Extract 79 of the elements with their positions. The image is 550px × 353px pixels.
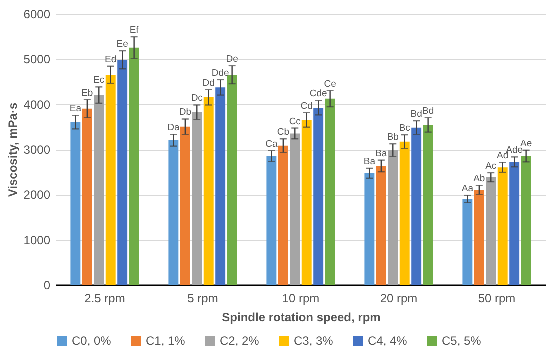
bar bbox=[498, 168, 508, 285]
bar bbox=[325, 98, 336, 285]
bar bbox=[423, 125, 434, 285]
data-label: Ef bbox=[130, 25, 140, 36]
y-tick-label: 0 bbox=[44, 278, 51, 292]
legend-label: C5, 5% bbox=[442, 334, 482, 348]
y-tick-label: 5000 bbox=[24, 52, 51, 67]
data-label: Aa bbox=[462, 184, 474, 195]
data-label: De bbox=[226, 54, 238, 65]
data-label: Cde bbox=[310, 88, 328, 100]
data-label: Dd bbox=[202, 78, 215, 89]
bar bbox=[168, 140, 179, 285]
data-label: Dc bbox=[191, 93, 204, 104]
data-label: Bb bbox=[387, 132, 399, 144]
data-label: Db bbox=[179, 107, 192, 118]
data-label: Ea bbox=[70, 104, 82, 115]
x-tick-label: 20 rpm bbox=[380, 292, 418, 306]
bar bbox=[474, 190, 484, 285]
y-tick-label: 6000 bbox=[24, 8, 51, 22]
bar bbox=[388, 150, 398, 285]
bar bbox=[376, 166, 386, 285]
bar bbox=[192, 112, 202, 285]
bar bbox=[204, 98, 214, 285]
data-label: Ca bbox=[266, 138, 278, 150]
data-label: Cc bbox=[289, 116, 302, 128]
legend-label: C2, 2% bbox=[220, 334, 260, 348]
data-label: Eb bbox=[82, 88, 94, 99]
data-label: Ae bbox=[520, 138, 532, 150]
data-label: Bc bbox=[399, 123, 411, 134]
data-label: Bd bbox=[410, 109, 422, 120]
bar bbox=[278, 146, 288, 285]
bar bbox=[290, 134, 300, 285]
legend-label: C1, 1% bbox=[146, 334, 186, 348]
legend-label: C3, 3% bbox=[294, 334, 334, 348]
bar bbox=[364, 173, 375, 285]
data-label: Ed bbox=[105, 54, 117, 66]
bar bbox=[129, 48, 140, 285]
y-tick-label: 3000 bbox=[24, 143, 51, 157]
legend-label: C4, 4% bbox=[368, 334, 408, 348]
bar bbox=[462, 199, 473, 285]
x-tick-label: 10 rpm bbox=[282, 292, 320, 306]
bar bbox=[314, 108, 324, 285]
bar bbox=[216, 88, 226, 285]
y-axis-title: Viscosity, mPa·s bbox=[6, 102, 20, 198]
x-tick-label: 2.5 rpm bbox=[84, 292, 126, 306]
y-tick-label: 4000 bbox=[24, 98, 51, 112]
x-tick-label: 50 rpm bbox=[478, 292, 516, 306]
data-label: Ad bbox=[497, 150, 509, 162]
data-label: Ee bbox=[116, 39, 128, 50]
bar bbox=[486, 178, 496, 285]
bar bbox=[118, 60, 128, 285]
data-label: Cd bbox=[300, 100, 313, 112]
bar bbox=[227, 74, 238, 285]
bar bbox=[266, 156, 277, 285]
bar bbox=[94, 95, 104, 285]
data-label: Ce bbox=[324, 78, 336, 90]
bar bbox=[180, 126, 190, 285]
bar bbox=[106, 74, 116, 285]
data-label: Dde bbox=[212, 68, 230, 79]
bar bbox=[412, 128, 422, 285]
x-tick-label: 5 rpm bbox=[188, 292, 218, 306]
data-label: Da bbox=[168, 122, 180, 134]
bar bbox=[302, 120, 312, 285]
bar bbox=[400, 142, 410, 285]
y-tick-label: 1000 bbox=[24, 233, 51, 248]
data-label: Ba bbox=[376, 148, 388, 160]
bar bbox=[82, 108, 92, 285]
data-label: Ba bbox=[364, 156, 376, 168]
x-axis-title: Spindle rotation speed, rpm bbox=[222, 310, 381, 324]
data-label: Ac bbox=[486, 160, 497, 172]
data-label: Cb bbox=[277, 127, 290, 138]
data-label: Ec bbox=[94, 75, 105, 86]
y-tick-label: 2000 bbox=[24, 188, 51, 202]
bar bbox=[521, 156, 532, 285]
bar bbox=[510, 162, 520, 285]
data-label: Ab bbox=[474, 174, 486, 185]
legend-label: C0, 0% bbox=[72, 334, 112, 348]
data-label: Bd bbox=[422, 106, 434, 117]
bar bbox=[70, 122, 81, 285]
